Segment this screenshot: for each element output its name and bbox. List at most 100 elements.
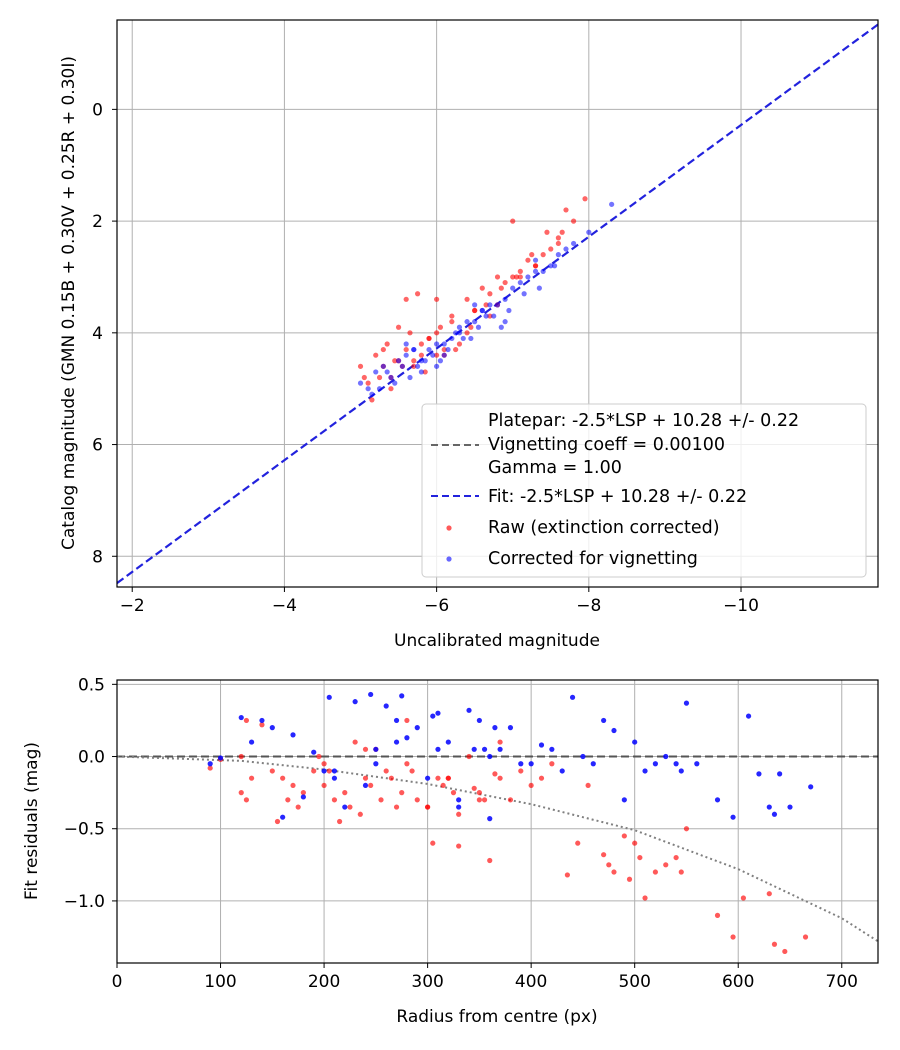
raw-point — [395, 324, 402, 330]
raw-point — [464, 296, 470, 302]
corrected-residual-point — [311, 749, 317, 755]
top-x-axis-label: Uncalibrated magnitude — [394, 631, 600, 651]
raw-point — [411, 363, 417, 369]
raw-residual-point — [497, 775, 503, 781]
legend-raw-marker — [446, 525, 452, 531]
corrected-residual-point — [497, 746, 503, 752]
raw-residual-point — [663, 862, 669, 868]
vignetting-curve — [116, 755, 879, 943]
top-y-axis-label: Catalog magnitude (GMN 0.15B + 0.30V + 0… — [59, 56, 79, 550]
corrected-residual-point — [259, 717, 265, 724]
raw-point — [548, 246, 554, 252]
residuals-plot: 0 100 200 300 400 500 600 700 0.5 0.0 −0.5 −1.0 Rad… — [22, 675, 879, 1027]
raw-residual-point — [471, 785, 477, 791]
raw-residual-point — [621, 833, 627, 839]
corrected-point — [571, 240, 577, 247]
corrected-point — [456, 324, 463, 330]
raw-residual-point — [352, 739, 358, 745]
raw-residual-point — [507, 797, 514, 803]
raw-residual-point — [538, 775, 545, 781]
corrected-residual-point — [673, 761, 679, 767]
corrected-residual-point — [652, 761, 658, 767]
corrected-residual-point — [435, 746, 441, 752]
raw-point — [487, 313, 493, 319]
corrected-point — [536, 285, 542, 291]
corrected-residual-point — [373, 746, 379, 752]
raw-residual-point — [435, 775, 441, 781]
corrected-point — [430, 352, 436, 358]
corrected-residual-point — [248, 739, 255, 745]
raw-residual-point — [601, 852, 607, 858]
corrected-point — [411, 346, 417, 353]
corrected-residual-point — [580, 753, 586, 760]
bottom-x-tick-label: 500 — [618, 972, 650, 992]
corrected-residual-point — [756, 771, 762, 777]
corrected-point — [464, 319, 470, 325]
raw-residual-point — [362, 746, 369, 752]
corrected-point — [510, 285, 516, 291]
raw-point — [472, 307, 478, 314]
raw-point — [494, 274, 501, 280]
corrected-point — [555, 252, 561, 258]
corrected-point — [468, 335, 474, 342]
raw-residual-point — [476, 790, 482, 796]
raw-point — [468, 324, 474, 330]
corrected-residual-point — [694, 761, 700, 767]
corrected-residual-point — [766, 804, 772, 810]
raw-residual-point — [518, 768, 524, 774]
raw-residual-point — [632, 840, 638, 846]
raw-point — [418, 352, 424, 358]
corrected-point — [414, 363, 421, 369]
raw-residual-point — [295, 804, 301, 810]
raw-residual-point — [300, 790, 306, 796]
top-ticks: −2 −4 −6 −8 −10 0 2 4 6 8 — [92, 100, 759, 616]
raw-point — [376, 374, 383, 381]
corrected-point — [422, 358, 428, 364]
raw-point — [571, 218, 577, 224]
corrected-residual-point — [373, 761, 379, 767]
corrected-residual-point — [414, 725, 420, 731]
raw-residual-point — [368, 782, 374, 789]
raw-residual-point — [243, 797, 250, 803]
legend-entry-vignetting: Vignetting coeff = 0.00100 — [488, 435, 725, 455]
raw-point — [555, 240, 561, 247]
raw-point — [384, 341, 390, 347]
raw-residual-point — [404, 761, 410, 767]
corrected-point — [479, 307, 485, 314]
top-axes-frame — [116, 19, 879, 588]
raw-point — [563, 207, 569, 213]
raw-point — [498, 285, 504, 291]
raw-point — [479, 285, 485, 291]
raw-residual-point — [740, 895, 747, 901]
raw-point — [422, 369, 428, 375]
raw-point — [434, 330, 440, 336]
corrected-point — [407, 374, 413, 381]
raw-point — [369, 397, 375, 403]
corrected-residual-point — [466, 707, 472, 713]
corrected-point — [426, 346, 432, 353]
raw-residual-point — [802, 934, 809, 940]
corrected-point — [551, 263, 558, 269]
raw-point — [426, 335, 432, 342]
corrected-point — [418, 369, 424, 375]
corrected-residual-point — [507, 725, 514, 731]
raw-point — [357, 363, 364, 369]
corrected-point — [384, 369, 390, 375]
corrected-residual-point — [321, 768, 327, 774]
raw-residual-point — [378, 797, 384, 803]
raw-point — [483, 302, 489, 308]
corrected-point — [373, 369, 379, 375]
corrected-point — [449, 335, 455, 342]
corrected-residual-point — [559, 768, 565, 774]
top-x-tick-label: −8 — [576, 596, 601, 616]
raw-residual-point — [611, 869, 617, 875]
raw-residual-point — [321, 782, 327, 789]
raw-point — [411, 358, 417, 364]
corrected-point — [380, 363, 386, 369]
raw-residual-point — [347, 804, 353, 810]
corrected-residual-point — [663, 753, 669, 760]
corrected-point — [437, 358, 444, 364]
raw-point — [540, 252, 546, 258]
raw-point — [464, 330, 470, 336]
legend-entry-raw: Raw (extinction corrected) — [488, 518, 720, 538]
